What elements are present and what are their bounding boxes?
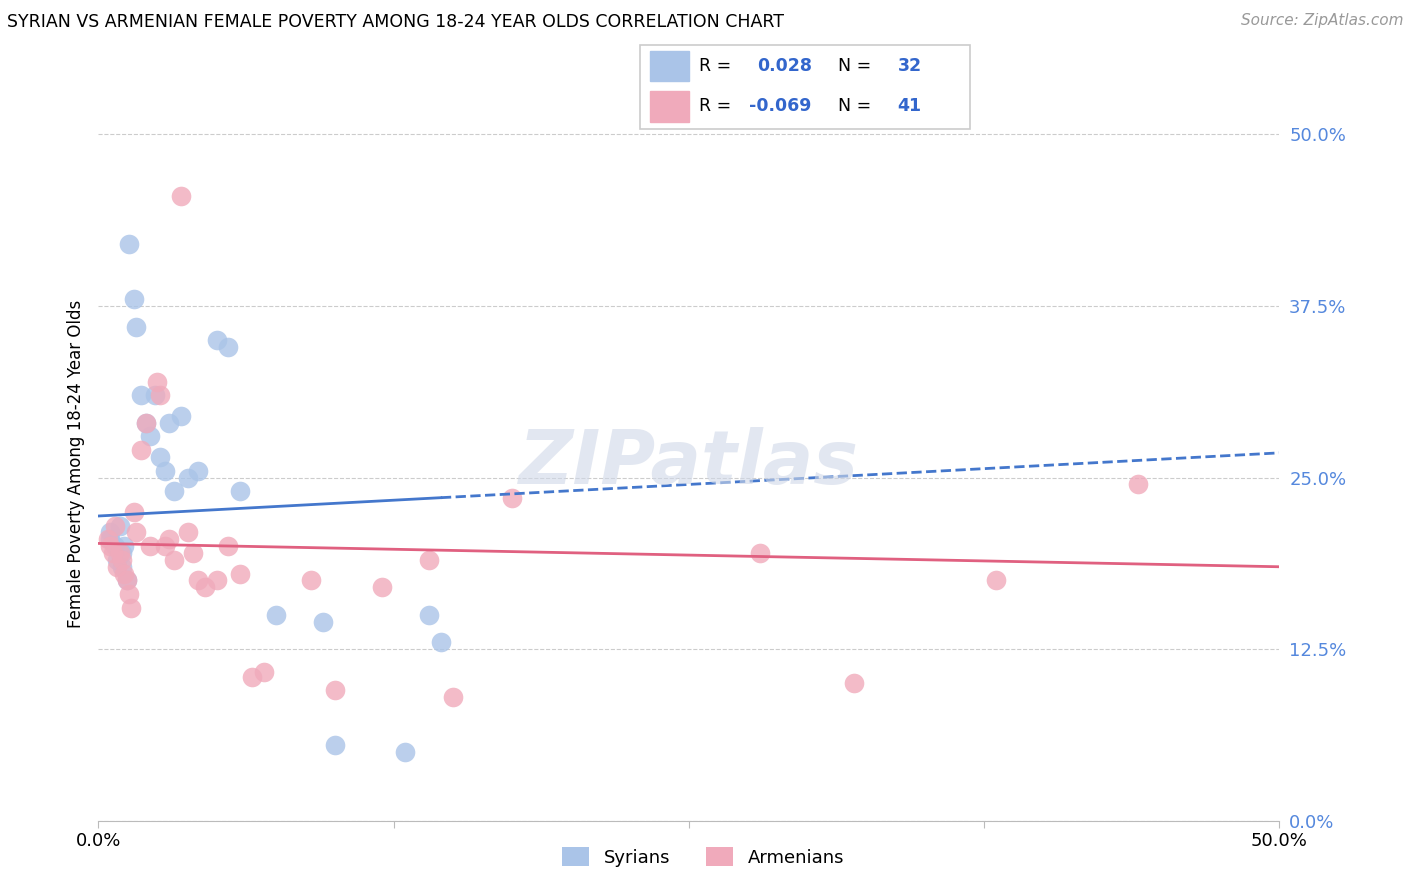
Text: 41: 41 (897, 97, 921, 115)
Text: N =: N = (838, 57, 872, 75)
Point (143, 388, 166, 402)
Point (115, 574, 138, 588)
Text: Source: ZipAtlas.com: Source: ZipAtlas.com (1240, 13, 1403, 29)
Point (149, 450, 172, 464)
Point (170, 189, 193, 203)
Point (129, 388, 152, 402)
Text: R =: R = (699, 97, 731, 115)
Text: 0.028: 0.028 (756, 57, 813, 75)
Point (984, 574, 1007, 588)
Point (149, 388, 172, 402)
Text: ZIPatlas: ZIPatlas (519, 427, 859, 500)
Point (264, 607, 287, 622)
Point (163, 553, 186, 567)
Point (108, 518, 131, 533)
Point (157, 416, 180, 430)
Point (229, 566, 252, 581)
Point (501, 491, 523, 505)
Point (371, 580, 394, 594)
Point (194, 580, 217, 594)
Bar (650, 51, 689, 81)
Point (1126, 477, 1149, 491)
Point (118, 587, 141, 601)
Point (122, 292, 145, 306)
Point (153, 539, 176, 553)
Point (441, 690, 464, 705)
Point (299, 574, 322, 588)
Point (229, 484, 252, 499)
Text: -0.069: -0.069 (749, 97, 811, 115)
Point (177, 525, 200, 540)
Point (104, 539, 127, 553)
Y-axis label: Female Poverty Among 18-24 Year Olds: Female Poverty Among 18-24 Year Olds (66, 300, 84, 628)
Point (111, 546, 134, 560)
Point (844, 676, 866, 690)
Legend: Syrians, Armenians: Syrians, Armenians (555, 840, 851, 874)
Point (139, 429, 162, 443)
Point (98, 525, 121, 540)
Point (98, 539, 121, 553)
Point (112, 566, 135, 581)
Point (181, 546, 204, 560)
Point (418, 607, 440, 622)
Point (97, 533, 120, 547)
Point (112, 539, 135, 553)
Text: R =: R = (699, 57, 731, 75)
Point (121, 601, 143, 615)
Point (108, 546, 131, 560)
Point (101, 546, 124, 560)
Point (323, 683, 346, 698)
Point (129, 443, 152, 458)
Point (122, 505, 145, 519)
Point (418, 553, 440, 567)
Point (139, 539, 162, 553)
Point (205, 574, 228, 588)
Bar (650, 91, 689, 121)
Point (115, 574, 138, 588)
Point (111, 559, 134, 574)
Point (217, 539, 239, 553)
Point (104, 518, 127, 533)
Point (125, 525, 148, 540)
Point (187, 574, 209, 588)
FancyBboxPatch shape (640, 45, 970, 129)
Point (217, 340, 239, 354)
Point (205, 334, 228, 348)
Point (240, 669, 263, 683)
Point (187, 464, 209, 478)
Point (430, 635, 453, 649)
Text: 32: 32 (897, 57, 921, 75)
Point (135, 416, 157, 430)
Text: N =: N = (838, 97, 872, 115)
Point (163, 484, 186, 499)
Point (253, 665, 276, 680)
Point (748, 546, 770, 560)
Point (135, 416, 157, 430)
Point (177, 470, 200, 484)
Point (125, 319, 148, 334)
Point (170, 409, 193, 423)
Point (105, 559, 128, 574)
Point (146, 375, 169, 389)
Point (105, 553, 128, 567)
Point (98, 533, 121, 547)
Point (157, 533, 180, 547)
Point (118, 237, 141, 252)
Text: SYRIAN VS ARMENIAN FEMALE POVERTY AMONG 18-24 YEAR OLDS CORRELATION CHART: SYRIAN VS ARMENIAN FEMALE POVERTY AMONG … (7, 13, 785, 31)
Point (153, 464, 176, 478)
Point (394, 745, 416, 759)
Point (111, 553, 134, 567)
Point (312, 615, 335, 629)
Point (323, 738, 346, 752)
